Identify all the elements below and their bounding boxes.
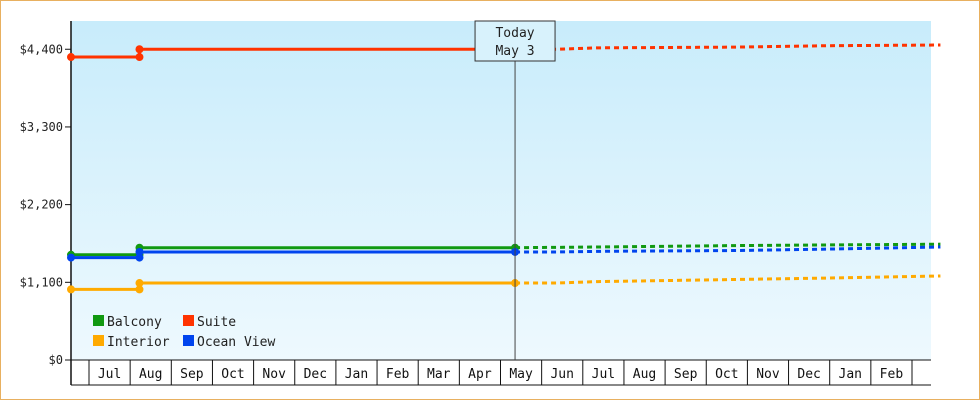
series-suite-point (67, 53, 75, 62)
series-suite-point (135, 45, 144, 54)
x-month-label: Jul (592, 367, 615, 382)
y-tick-label: $1,100 (20, 275, 63, 289)
x-axis: Jul Aug Sep Oct Nov Dec Jan Feb Mar Apr May Jun Jul A… (71, 359, 931, 386)
legend-swatch-ocean-view (183, 335, 194, 346)
legend-label-suite: Suite (197, 315, 236, 330)
x-month-label: Jul (98, 367, 121, 382)
y-tick-label: $0 (49, 353, 63, 367)
x-month-label: Oct (715, 367, 738, 382)
y-tick-label: $3,300 (20, 120, 63, 134)
legend-label-balcony: Balcony (107, 315, 162, 330)
legend-swatch-balcony (93, 315, 104, 326)
x-month-label: May (509, 367, 533, 382)
series-suite-point (135, 53, 144, 62)
series-interior-point (135, 285, 144, 294)
series-ocean-view-point (135, 253, 144, 262)
today-marker: Today May 3 (474, 20, 556, 360)
x-month-label: Mar (427, 367, 451, 382)
series-interior-point (67, 285, 75, 294)
series-ocean-view-point (67, 253, 75, 262)
today-label: Today (495, 26, 534, 41)
today-callout-box (474, 20, 556, 62)
x-month-label: Dec (304, 367, 327, 382)
x-month-label: Sep (180, 367, 204, 382)
legend-label-ocean-view: Ocean View (197, 335, 275, 350)
x-month-label: Apr (468, 367, 492, 382)
legend-label-interior: Interior (107, 335, 170, 350)
series-interior-point (135, 279, 144, 288)
x-month-label: Jun (550, 367, 573, 382)
y-axis: $0 $1,100 $2,200 $3,300 $4,400 (20, 21, 72, 385)
x-month-label: Jan (345, 367, 368, 382)
x-month-label: Nov (262, 367, 286, 382)
plot-background (71, 21, 931, 360)
x-month-label: Oct (221, 367, 244, 382)
x-month-label: Aug (633, 367, 656, 382)
x-month-label: Feb (880, 367, 904, 382)
legend-swatch-suite (183, 315, 194, 326)
series-ocean-view-forecast-line (515, 245, 941, 254)
y-tick-label: $4,400 (20, 42, 63, 56)
series-lines (67, 43, 941, 294)
x-month-label: Feb (386, 367, 410, 382)
x-month-label: Aug (139, 367, 162, 382)
series-ocean-view-point (135, 247, 144, 256)
x-month-label: Nov (756, 367, 780, 382)
x-month-label: Dec (797, 367, 820, 382)
x-month-label: Jan (839, 367, 862, 382)
today-date: May 3 (495, 44, 534, 59)
x-month-label: Sep (674, 367, 698, 382)
y-tick-label: $2,200 (20, 198, 63, 212)
legend-swatch-interior (93, 335, 104, 346)
legend: Balcony Suite Interior Ocean View (93, 315, 275, 350)
